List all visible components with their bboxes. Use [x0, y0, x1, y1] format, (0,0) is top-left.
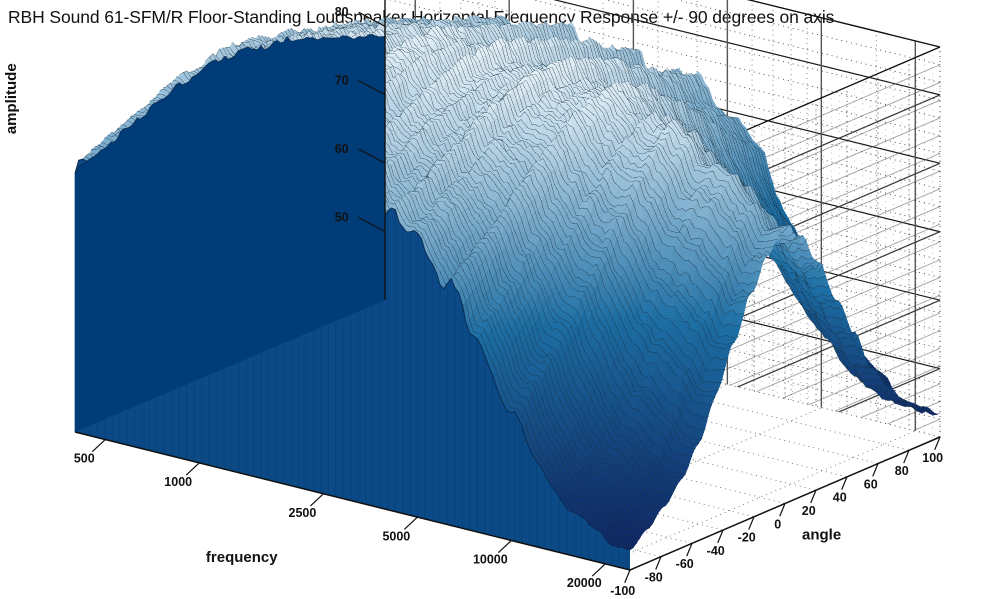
svg-text:5000: 5000 — [382, 529, 410, 543]
svg-text:40: 40 — [833, 491, 847, 505]
svg-text:-20: -20 — [738, 531, 756, 545]
svg-text:20: 20 — [802, 504, 816, 518]
svg-text:amplitude: amplitude — [3, 63, 20, 134]
svg-text:500: 500 — [74, 452, 95, 466]
svg-text:70: 70 — [335, 74, 349, 88]
svg-text:-40: -40 — [707, 544, 725, 558]
page-title: RBH Sound 61-SFM/R Floor-Standing Loudsp… — [8, 7, 835, 27]
surface-mesh — [74, 14, 940, 570]
svg-text:angle: angle — [802, 527, 841, 544]
axis-labels: 5001000250050001000020000frequency-100-8… — [3, 5, 943, 598]
svg-text:20000: 20000 — [567, 576, 602, 590]
svg-text:frequency: frequency — [206, 549, 278, 566]
svg-text:60: 60 — [864, 477, 878, 491]
svg-text:1000: 1000 — [164, 475, 192, 489]
svg-text:-60: -60 — [676, 557, 694, 571]
svg-text:-80: -80 — [645, 570, 663, 584]
svg-text:2500: 2500 — [289, 506, 317, 520]
svg-text:80: 80 — [895, 464, 909, 478]
svg-text:60: 60 — [335, 142, 349, 156]
svg-text:0: 0 — [774, 517, 781, 531]
svg-text:50: 50 — [335, 210, 349, 224]
svg-text:100: 100 — [922, 451, 943, 465]
svg-text:10000: 10000 — [473, 553, 508, 567]
svg-text:80: 80 — [335, 5, 349, 19]
axis-lines — [74, 0, 941, 583]
svg-text:-100: -100 — [610, 584, 635, 598]
